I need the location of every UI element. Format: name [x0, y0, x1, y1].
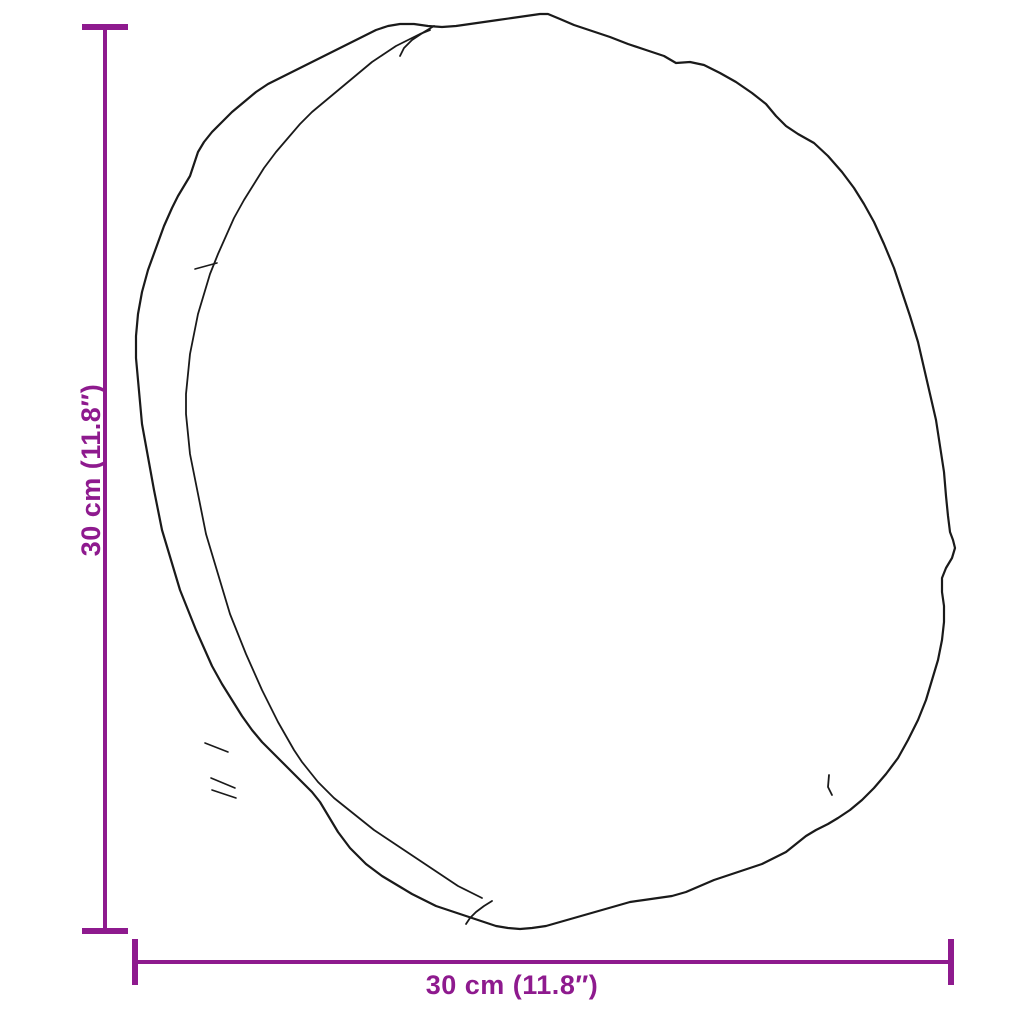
mirror-outline-group — [134, 12, 957, 931]
notch-right-path — [827, 774, 833, 796]
width-dimension-label: 30 cm (11.8″) — [425, 970, 599, 1000]
rim-tick-4-path — [211, 789, 237, 799]
notch-bottom-center-path — [465, 900, 493, 925]
mirror-outer-edge-path — [134, 12, 957, 931]
rim-tick-1-path — [194, 262, 218, 270]
notch-top-left-path — [399, 25, 435, 57]
rim-tick-3-path — [210, 777, 236, 789]
rim-tick-2-path — [204, 742, 229, 753]
dimension-lines-group — [82, 24, 954, 985]
mirror-inner-rim-path — [185, 29, 483, 899]
height-dimension-label: 30 cm (11.8″) — [76, 383, 106, 557]
